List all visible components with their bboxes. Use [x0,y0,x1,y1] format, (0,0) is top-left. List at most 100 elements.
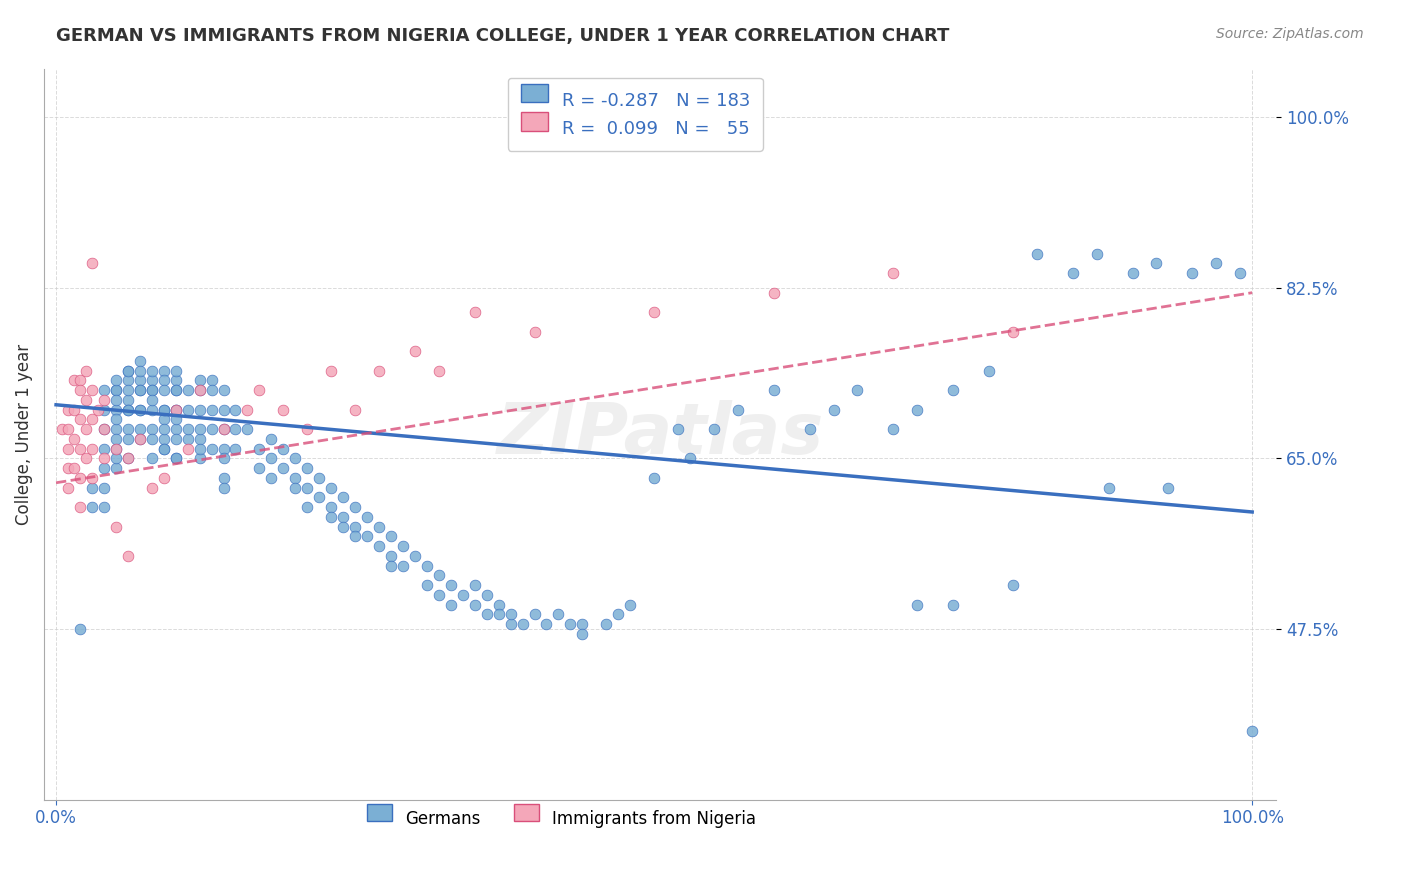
Point [523,607,546,622]
Point [93,442,115,456]
Point [560,617,582,632]
Point [141,422,163,436]
Point [666,422,689,436]
Point [141,451,163,466]
Point [380,558,402,573]
Point [165,451,187,466]
Point [165,383,187,397]
Point [141,432,163,446]
Point [1157,481,1180,495]
Point [321,509,343,524]
Point [200,442,222,456]
Point [368,519,391,533]
Point [368,364,391,378]
Point [128,383,150,397]
Point [69,383,91,397]
Point [56,481,79,495]
Point [344,402,367,417]
Point [404,344,426,359]
Point [440,598,463,612]
Point [152,442,174,456]
Point [104,451,127,466]
Point [607,607,630,622]
Point [297,422,319,436]
Point [152,471,174,485]
Point [128,402,150,417]
Point [141,481,163,495]
Point [117,432,139,446]
Point [392,558,415,573]
Point [128,364,150,378]
Point [69,412,91,426]
Point [69,500,91,515]
Point [56,422,79,436]
Point [1062,266,1084,280]
Point [104,461,127,475]
Point [512,617,534,632]
Point [344,519,367,533]
Point [308,491,330,505]
Point [104,373,127,387]
Point [165,412,187,426]
Point [152,422,174,436]
Point [188,402,211,417]
Text: Source: ZipAtlas.com: Source: ZipAtlas.com [1216,27,1364,41]
Point [212,402,235,417]
Point [308,471,330,485]
Point [332,509,354,524]
Point [499,607,522,622]
Point [80,256,103,270]
Point [249,442,271,456]
Point [63,461,86,475]
Point [212,422,235,436]
Point [823,402,845,417]
Point [56,461,79,475]
Point [188,432,211,446]
Point [451,588,474,602]
Point [69,471,91,485]
Point [176,383,198,397]
Point [104,402,127,417]
Point [380,549,402,563]
Point [141,392,163,407]
Point [188,442,211,456]
Point [200,373,222,387]
Point [104,432,127,446]
Point [152,373,174,387]
Point [368,539,391,553]
Point [212,383,235,397]
Point [188,451,211,466]
Point [176,402,198,417]
Point [643,471,665,485]
Point [260,451,283,466]
Point [141,402,163,417]
Point [273,442,295,456]
Point [1241,724,1264,739]
Point [249,461,271,475]
Point [117,373,139,387]
Point [260,471,283,485]
Point [416,558,439,573]
Point [63,432,86,446]
Point [762,383,785,397]
Point [1001,578,1024,592]
Point [273,402,295,417]
Point [1122,266,1144,280]
Point [1181,266,1204,280]
Point [93,422,115,436]
Point [93,451,115,466]
Point [475,607,498,622]
Point [117,383,139,397]
Point [188,422,211,436]
Point [141,383,163,397]
Point [977,364,1000,378]
Point [260,432,283,446]
Point [117,364,139,378]
Point [427,364,450,378]
Point [104,383,127,397]
Point [200,402,222,417]
Point [176,432,198,446]
Point [464,305,486,319]
Point [547,607,569,622]
Point [523,325,546,339]
